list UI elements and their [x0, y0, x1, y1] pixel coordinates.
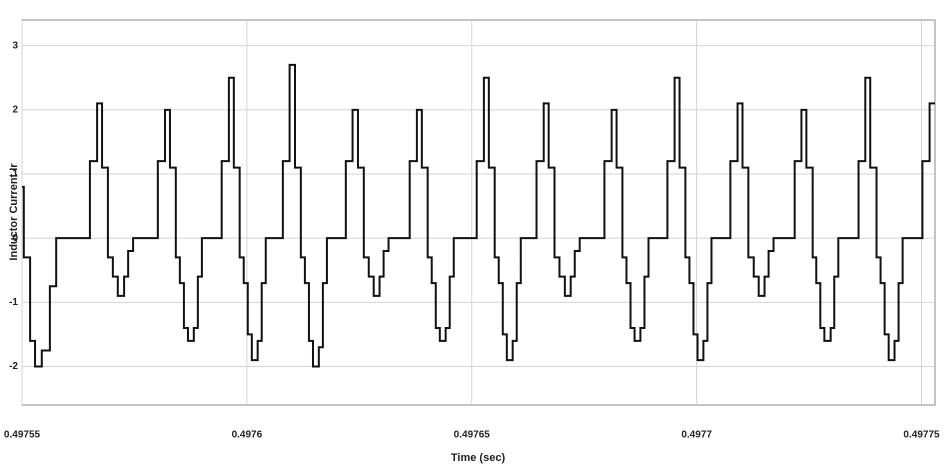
y-tick-label: 2 — [12, 104, 18, 115]
y-tick-label: 0 — [12, 233, 18, 244]
x-tick-label: 0.49775 — [903, 430, 940, 441]
y-tick-label: -1 — [9, 297, 18, 308]
x-tick-label: 0.49755 — [4, 430, 41, 441]
y-axis-label: Inductor Current Ir — [8, 163, 20, 261]
y-tick-label: 1 — [12, 169, 18, 180]
x-tick-label: 0.4976 — [232, 430, 263, 441]
line-series — [22, 63, 935, 368]
y-tick-label: -2 — [9, 361, 18, 372]
x-tick-label: 0.49765 — [454, 430, 491, 441]
plot-frame — [21, 19, 936, 406]
x-axis-label: Time (sec) — [451, 452, 506, 464]
y-tick-label: 3 — [12, 40, 18, 51]
x-tick-label: 0.4977 — [681, 430, 712, 441]
